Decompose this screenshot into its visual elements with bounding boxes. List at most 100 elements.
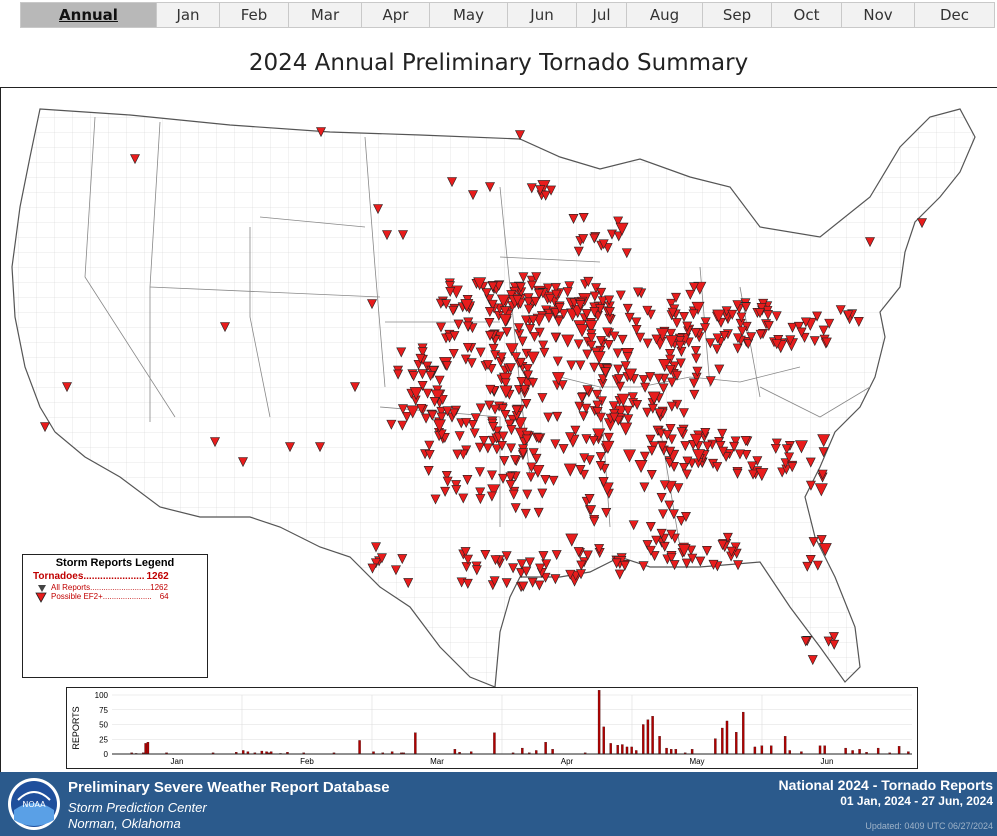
tornado-marker <box>513 417 527 431</box>
tab-oct[interactable]: Oct <box>772 2 842 28</box>
tornado-marker <box>505 363 516 374</box>
report-bar <box>876 747 880 755</box>
tornado-marker <box>589 307 600 318</box>
tornado-marker <box>531 464 545 478</box>
tab-feb[interactable]: Feb <box>220 2 289 28</box>
tab-nov[interactable]: Nov <box>842 2 915 28</box>
tornado-marker <box>543 283 554 294</box>
tornado-marker <box>691 301 705 315</box>
tab-may[interactable]: May <box>430 2 508 28</box>
tornado-marker <box>733 560 744 571</box>
tornado-marker <box>474 442 485 453</box>
tab-jun[interactable]: Jun <box>508 2 577 28</box>
tornado-marker <box>496 294 510 308</box>
tornado-marker <box>566 360 577 371</box>
tornado-marker <box>417 369 428 380</box>
tornado-marker <box>614 569 625 580</box>
tornado-marker <box>740 302 751 313</box>
tornado-marker <box>563 463 577 477</box>
tornado-marker <box>642 540 653 551</box>
tornado-marker <box>592 351 606 365</box>
footer-banner: NOAA Preliminary Severe Weather Report D… <box>0 772 997 836</box>
tornado-marker <box>425 371 436 382</box>
tab-aug[interactable]: Aug <box>627 2 703 28</box>
tornado-marker <box>518 272 529 283</box>
tornado-marker <box>523 297 534 308</box>
tornado-marker <box>458 449 469 460</box>
report-bar <box>714 738 717 755</box>
tornado-marker <box>917 218 927 229</box>
tornado-marker <box>471 565 482 576</box>
report-bar <box>735 732 738 755</box>
tornado-marker <box>604 295 615 306</box>
tab-jul[interactable]: Jul <box>577 2 627 28</box>
tornado-marker <box>598 239 609 250</box>
tornado-marker <box>835 305 846 316</box>
tornado-marker <box>565 432 576 443</box>
tornado-marker <box>755 468 769 482</box>
tornado-marker <box>552 356 563 367</box>
tornado-marker <box>427 410 438 421</box>
tornado-marker <box>622 405 633 416</box>
tornado-marker <box>515 130 525 141</box>
tornado-marker <box>754 308 765 319</box>
tab-annual[interactable]: Annual <box>20 2 157 28</box>
tornado-marker <box>396 347 407 358</box>
tornado-marker <box>531 272 542 283</box>
tornado-marker <box>808 537 819 548</box>
large-triangle-icon <box>35 592 47 603</box>
tornado-marker <box>497 404 508 415</box>
tornado-marker <box>598 477 609 488</box>
tornado-marker <box>592 389 603 400</box>
report-bar <box>658 736 661 755</box>
tornado-marker <box>701 546 712 556</box>
tornado-marker <box>602 327 613 338</box>
tornado-marker <box>632 287 643 298</box>
report-bar <box>725 720 729 755</box>
tornado-marker <box>545 294 556 305</box>
tornado-marker <box>461 418 472 429</box>
tornado-marker <box>498 314 512 328</box>
report-bar <box>783 736 787 755</box>
tab-jan[interactable]: Jan <box>157 2 220 28</box>
tornado-marker <box>575 324 589 338</box>
tornado-marker <box>367 563 378 574</box>
tornado-marker <box>666 434 677 445</box>
tornado-marker <box>609 331 620 342</box>
tab-sep[interactable]: Sep <box>703 2 772 28</box>
tornado-marker <box>726 546 737 557</box>
tornado-marker <box>634 459 648 473</box>
tornado-marker <box>668 509 679 520</box>
tornado-marker <box>478 435 489 446</box>
tornado-marker <box>520 508 531 519</box>
tornado-marker <box>666 328 677 339</box>
tornado-marker <box>484 318 495 329</box>
report-bar <box>635 750 638 755</box>
tornado-marker <box>529 332 540 343</box>
y-tick-label: 75 <box>99 706 108 715</box>
storm-reports-legend: Storm Reports Legend Tornadoes..........… <box>22 554 208 678</box>
report-bar <box>642 724 645 755</box>
tornado-marker <box>533 289 544 300</box>
tornado-marker <box>546 185 557 196</box>
tab-dec[interactable]: Dec <box>915 2 995 28</box>
tornado-marker <box>600 367 611 378</box>
tornado-marker <box>510 503 521 514</box>
tornado-marker <box>451 485 462 496</box>
tornado-marker <box>755 329 766 340</box>
tornado-marker <box>666 298 677 309</box>
tornado-marker <box>543 412 554 423</box>
noaa-logo-text: NOAA <box>22 800 46 809</box>
tornado-marker <box>657 441 668 452</box>
tornado-marker <box>592 400 603 411</box>
tornado-marker <box>500 378 511 389</box>
tab-mar[interactable]: Mar <box>289 2 362 28</box>
tab-apr[interactable]: Apr <box>362 2 430 28</box>
tornado-marker <box>584 455 595 466</box>
tornado-marker <box>453 319 464 330</box>
tornado-marker <box>422 388 433 399</box>
tornado-marker <box>818 325 829 336</box>
tornado-marker <box>743 339 754 350</box>
tornado-marker <box>518 448 529 459</box>
tornado-marker <box>746 332 757 343</box>
